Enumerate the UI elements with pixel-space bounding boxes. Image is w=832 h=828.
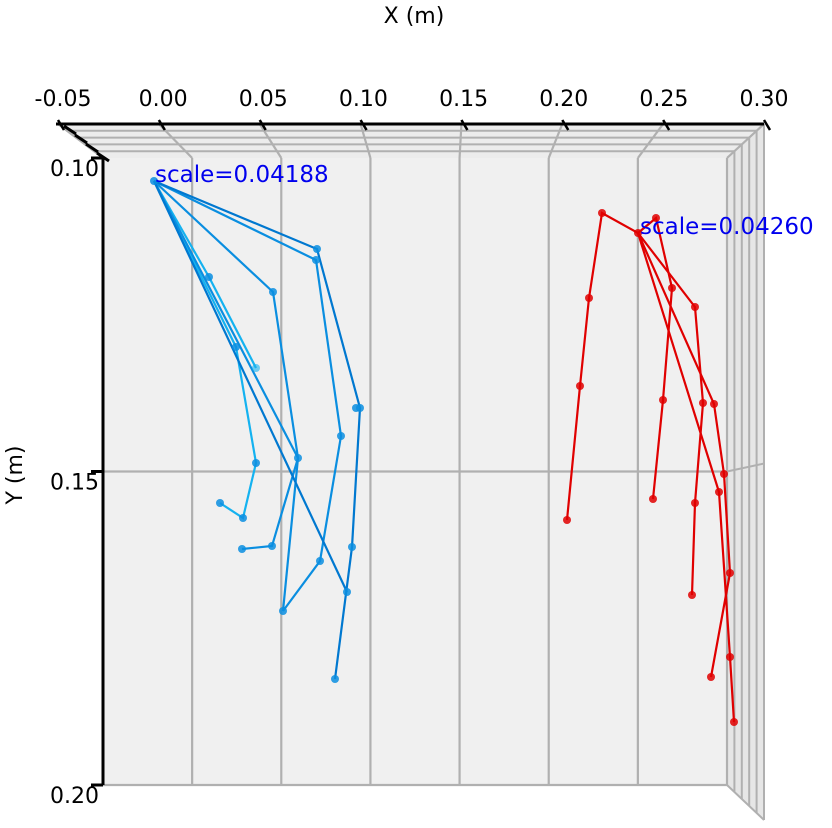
right-hand-joint	[576, 382, 584, 390]
axis-lines	[56, 119, 772, 787]
right-hand-joint	[691, 499, 699, 507]
depth-tick-mark	[63, 124, 77, 136]
left-hand-joint	[313, 245, 321, 253]
x-tick-label: 0.10	[339, 87, 388, 112]
right-hand-joint	[715, 488, 723, 496]
left-hand-joint	[331, 675, 339, 683]
right-hand-joint	[707, 673, 715, 681]
x-tick-label: 0.20	[539, 87, 588, 112]
right-hand-joint	[585, 294, 593, 302]
left-hand-joint	[216, 499, 224, 507]
right-hand-joint	[710, 400, 718, 408]
left-hand-joint	[343, 588, 351, 596]
x-tick-label: 0.15	[439, 87, 488, 112]
grid-line-depth	[726, 123, 765, 159]
grid-line-horizontal-side	[726, 462, 765, 473]
left-hand-joint	[348, 543, 356, 551]
side-pane	[727, 124, 764, 820]
right-hand-joint	[668, 284, 676, 292]
right-hand-joint	[634, 229, 642, 237]
left-hand-joint	[269, 288, 277, 296]
left-hand-joint	[294, 454, 302, 462]
depth-tick-mark	[85, 142, 99, 154]
right-hand-joint	[598, 209, 606, 217]
grid-line-depth	[57, 123, 104, 159]
depth-tick-mark	[96, 151, 110, 163]
left-hand-joint	[238, 545, 246, 553]
left-hand-joint	[205, 273, 213, 281]
hand-series	[150, 177, 738, 726]
left-hand-bone	[153, 180, 348, 593]
x-tick-mark	[561, 119, 570, 131]
x-tick-label: 0.25	[639, 87, 688, 112]
left-hand-joint	[232, 343, 240, 351]
right-hand-joint	[649, 495, 657, 503]
top-pane	[58, 124, 764, 158]
left-hand-joint	[316, 557, 324, 565]
x-tick-label: 0.05	[239, 87, 288, 112]
right-hand-joint	[720, 470, 728, 478]
right-hand-joint	[563, 516, 571, 524]
grid-line-depth	[258, 123, 283, 159]
left-hand-joint	[268, 542, 276, 550]
x-tick-label: -0.05	[35, 87, 92, 112]
x-tick-mark	[762, 119, 772, 131]
right-hand-joint	[699, 399, 707, 407]
left-hand-joint	[150, 177, 158, 185]
grid-line-depth	[458, 123, 463, 159]
x-axis-title: X (m)	[384, 4, 445, 29]
right-hand-joint	[726, 653, 734, 661]
x-tick-mark	[662, 119, 671, 131]
scale-annotation: scale=0.04260	[640, 214, 814, 240]
grid-line-depth	[359, 123, 372, 159]
scale-annotation: scale=0.04188	[155, 162, 329, 188]
x-tick-label: 0.00	[139, 87, 188, 112]
grid-line-depth	[636, 123, 665, 159]
right-hand-joint	[688, 591, 696, 599]
right-hand-joint	[691, 303, 699, 311]
x-tick-mark	[258, 119, 267, 131]
pane-edge-side-bottom	[726, 784, 765, 821]
right-hand-bone	[636, 232, 736, 723]
right-hand-joint	[659, 396, 667, 404]
right-hand-joint	[652, 214, 660, 222]
y-tick-label: 0.20	[50, 784, 99, 809]
x-tick-mark	[56, 119, 66, 131]
right-hand-joint	[730, 718, 738, 726]
x-tick-mark	[359, 119, 368, 131]
right-hand-joint	[726, 569, 734, 577]
left-hand-joint	[312, 256, 320, 264]
left-hand-joint	[356, 404, 364, 412]
x-tick-label: 0.30	[740, 87, 789, 112]
y-tick-label: 0.10	[50, 157, 99, 182]
x-tick-mark	[460, 119, 469, 131]
grid-line-depth	[547, 123, 564, 159]
left-hand-joint	[337, 432, 345, 440]
annotations: scale=0.04188 scale=0.04260	[155, 162, 814, 240]
left-hand-joint	[239, 514, 247, 522]
y-tick-label: 0.15	[50, 471, 99, 496]
grid-lines	[57, 123, 765, 821]
x-tick-mark	[157, 119, 166, 131]
left-hand-joint	[279, 607, 287, 615]
left-hand-joint	[252, 459, 260, 467]
y-axis-title: Y (m)	[3, 445, 28, 505]
left-hand-joint	[252, 364, 260, 372]
depth-tick-mark	[74, 133, 88, 145]
left-hand-bone	[208, 276, 257, 369]
tick-labels: -0.05 0.00 0.05 0.10 0.15 0.20 0.25 0.30 0.10 0.1…	[35, 87, 789, 809]
